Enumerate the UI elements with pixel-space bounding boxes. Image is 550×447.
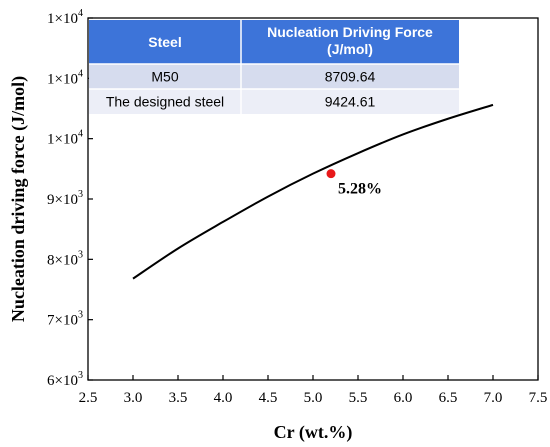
x-tick-label: 6.0 — [394, 390, 413, 406]
y-tick-label: 1×104 — [47, 129, 83, 148]
table-header-cell — [89, 20, 241, 64]
table-header-steel: Steel — [148, 34, 181, 50]
y-tick-label: 1×104 — [47, 8, 83, 27]
annotation-label: 5.28% — [338, 181, 382, 198]
y-tick-label: 7×103 — [47, 310, 83, 329]
table-cell-force: 8709.64 — [325, 69, 376, 85]
table-cell-force: 9424.61 — [325, 94, 376, 110]
x-tick-label: 7.5 — [529, 390, 548, 406]
x-tick-label: 4.0 — [214, 390, 233, 406]
table-cell — [89, 64, 241, 89]
x-tick-label: 4.5 — [259, 390, 278, 406]
y-axis: 6×103 7×103 8×103 9×103 1×104 1×104 1×104 — [47, 8, 93, 389]
x-tick-label: 7.0 — [484, 390, 503, 406]
y-axis-title: Nucleation driving force (J/mol) — [8, 76, 29, 322]
x-tick-label: 5.0 — [304, 390, 323, 406]
y-tick-label: 8×103 — [47, 249, 83, 268]
y-tick-label: 1×104 — [47, 68, 83, 87]
x-axis: 2.5 3.0 3.5 4.0 4.5 5.0 5.5 6.0 6.5 7.0 7.5 — [79, 375, 548, 406]
table-cell — [89, 89, 241, 114]
y-tick-label: 6×103 — [47, 370, 83, 389]
y-tick-label: 9×103 — [47, 189, 83, 208]
table-header-cell — [241, 20, 459, 64]
table-cell-steel: M50 — [151, 69, 178, 85]
table-cell — [241, 64, 459, 89]
x-axis-title: Cr (wt.%) — [274, 422, 353, 443]
table-header-force: Nucleation Driving Force (J/mol) — [267, 24, 433, 57]
x-tick-label: 6.5 — [439, 390, 458, 406]
series-line — [132, 103, 494, 280]
x-tick-label: 5.5 — [349, 390, 368, 406]
table-cell-steel: The designed steel — [106, 94, 224, 110]
table-cell — [241, 89, 459, 114]
x-tick-label: 3.5 — [169, 390, 188, 406]
x-tick-label: 3.0 — [124, 390, 143, 406]
x-tick-label: 2.5 — [79, 390, 98, 406]
highlight-point — [326, 169, 336, 179]
data-table: Steel Nucleation Driving Force (J/mol) M50 8… — [89, 20, 459, 114]
